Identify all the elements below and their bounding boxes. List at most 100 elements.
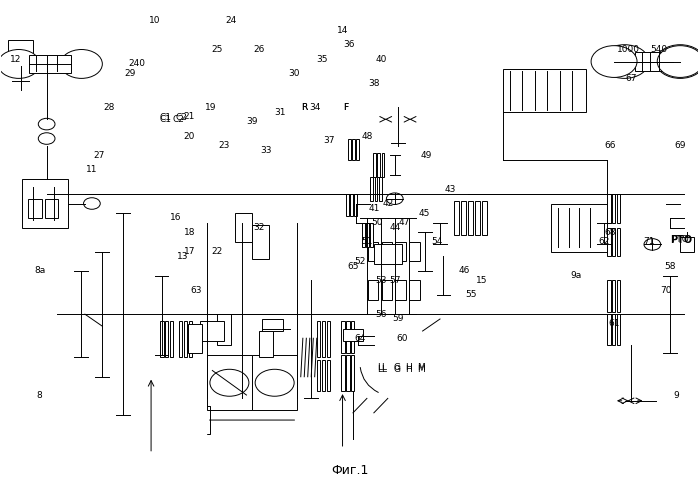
Text: LL: LL <box>377 363 387 372</box>
Circle shape <box>38 118 55 130</box>
Bar <box>352 138 355 160</box>
Text: 64: 64 <box>354 334 366 343</box>
Bar <box>354 194 357 215</box>
Text: 58: 58 <box>664 261 675 271</box>
Bar <box>348 138 351 160</box>
Bar <box>322 321 325 358</box>
Bar <box>375 177 377 201</box>
Bar <box>207 355 252 410</box>
Text: 66: 66 <box>605 141 617 150</box>
Text: 70: 70 <box>661 286 672 295</box>
Text: 21: 21 <box>184 112 195 121</box>
Circle shape <box>387 193 403 204</box>
Text: 13: 13 <box>177 252 188 261</box>
Text: 49: 49 <box>420 151 432 160</box>
Text: C2: C2 <box>175 113 187 122</box>
Text: F: F <box>343 103 349 112</box>
Bar <box>475 201 480 235</box>
Bar <box>612 227 615 257</box>
Bar <box>607 194 611 223</box>
Bar <box>617 227 620 257</box>
Bar <box>612 281 615 312</box>
Text: R: R <box>301 103 308 112</box>
Bar <box>617 281 620 312</box>
Text: 63: 63 <box>191 286 202 295</box>
Text: 47: 47 <box>398 218 410 227</box>
Text: 37: 37 <box>323 136 334 146</box>
Text: 69: 69 <box>675 141 686 150</box>
Bar <box>200 321 224 341</box>
Text: 540: 540 <box>651 45 668 54</box>
Text: C1: C1 <box>159 115 171 124</box>
Text: LL: LL <box>377 365 387 374</box>
Text: 39: 39 <box>246 117 258 126</box>
Text: 26: 26 <box>253 45 265 54</box>
Text: H: H <box>405 363 412 372</box>
Bar <box>382 153 384 177</box>
Text: 10: 10 <box>149 16 160 25</box>
Bar <box>160 321 164 358</box>
Bar <box>607 281 611 312</box>
Bar <box>29 55 71 73</box>
Text: 55: 55 <box>466 290 477 300</box>
Bar <box>612 314 615 346</box>
Text: 62: 62 <box>598 238 610 246</box>
Bar <box>410 242 420 261</box>
Text: 59: 59 <box>392 315 404 323</box>
Circle shape <box>0 49 40 78</box>
Text: 53: 53 <box>375 276 387 285</box>
Text: 45: 45 <box>419 209 431 218</box>
Text: 51: 51 <box>361 238 373 246</box>
Bar <box>179 321 182 358</box>
Text: F: F <box>343 103 349 112</box>
Text: 11: 11 <box>86 166 98 174</box>
Bar <box>396 242 406 261</box>
Text: 15: 15 <box>476 276 487 285</box>
Circle shape <box>600 45 649 78</box>
Text: 42: 42 <box>382 199 394 208</box>
Text: 9a: 9a <box>570 271 582 280</box>
Bar <box>396 281 406 300</box>
Bar <box>617 194 620 223</box>
Bar <box>607 314 611 346</box>
Bar <box>370 177 373 201</box>
Bar <box>350 194 353 215</box>
Text: 41: 41 <box>368 204 380 213</box>
Text: 8a: 8a <box>34 266 45 275</box>
Bar <box>454 201 459 235</box>
Text: C2: C2 <box>173 115 185 124</box>
Bar <box>165 321 168 358</box>
Bar <box>317 360 320 391</box>
Bar <box>410 281 420 300</box>
Bar <box>326 321 330 358</box>
Text: 8: 8 <box>37 392 43 400</box>
Bar <box>346 194 349 215</box>
Bar <box>461 201 466 235</box>
Text: C1: C1 <box>159 113 171 122</box>
Text: 14: 14 <box>337 26 348 35</box>
Bar <box>45 199 59 218</box>
Text: H: H <box>405 365 412 374</box>
Text: 19: 19 <box>205 103 216 112</box>
Bar <box>252 225 269 259</box>
Bar <box>259 331 273 358</box>
Bar <box>368 281 378 300</box>
Bar <box>482 201 487 235</box>
Text: 50: 50 <box>372 218 383 227</box>
Text: 71: 71 <box>643 238 655 246</box>
Bar <box>373 153 376 177</box>
Bar <box>607 227 611 257</box>
Bar <box>680 237 694 252</box>
Bar <box>366 223 369 247</box>
Text: 240: 240 <box>129 60 145 68</box>
Bar <box>612 194 615 223</box>
Circle shape <box>656 45 699 78</box>
Text: Фиг.1: Фиг.1 <box>331 464 368 477</box>
Text: 17: 17 <box>184 247 195 256</box>
Text: 52: 52 <box>354 257 366 266</box>
Bar <box>368 242 378 261</box>
Circle shape <box>644 239 661 250</box>
Bar <box>370 223 373 247</box>
Text: 23: 23 <box>219 141 230 150</box>
Text: 27: 27 <box>93 151 105 160</box>
